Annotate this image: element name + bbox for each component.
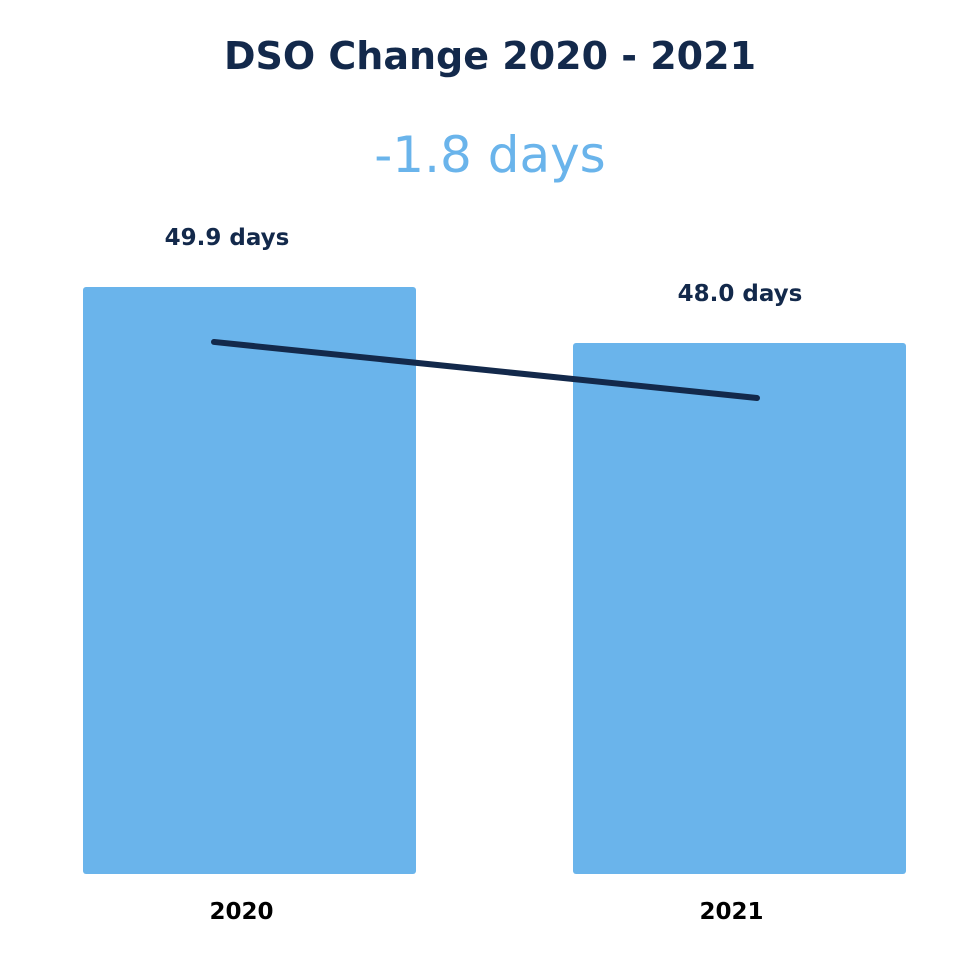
chart-title: DSO Change 2020 - 2021 (223, 34, 757, 78)
chart-subtitle: -1.8 days (374, 126, 606, 184)
x-tick-label: 2021 (699, 899, 763, 925)
data-label: 49.9 days (165, 225, 290, 251)
trend-line (211, 338, 760, 401)
bar-2021 (573, 343, 906, 874)
bar-2020 (83, 286, 416, 874)
x-tick-label: 2020 (209, 899, 273, 925)
data-label: 48.0 days (678, 281, 803, 307)
